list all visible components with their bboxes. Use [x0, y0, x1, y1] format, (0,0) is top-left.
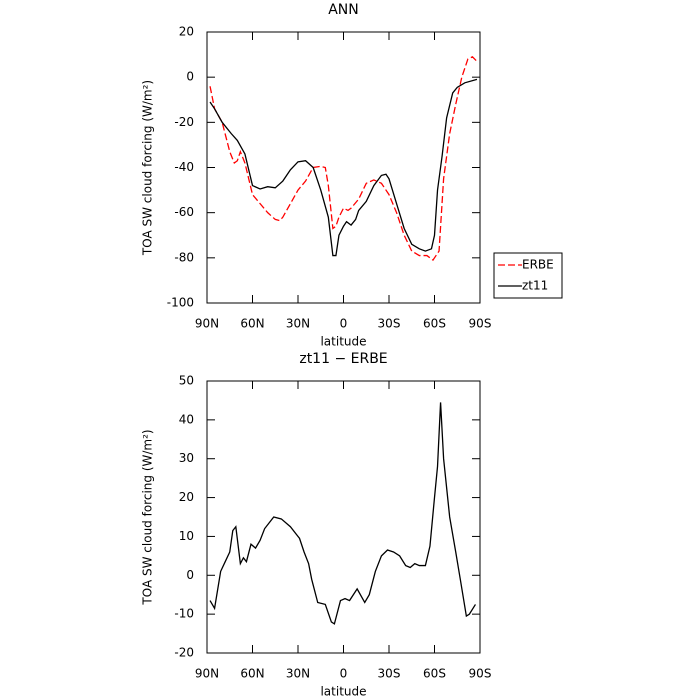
x-tick-label: 30S	[378, 667, 401, 681]
y-tick-label: 40	[179, 412, 194, 426]
x-tick-label: 90S	[469, 317, 492, 331]
y-tick-label: 0	[186, 568, 194, 582]
y-tick-label: 10	[179, 529, 194, 543]
y-tick-label: -40	[174, 160, 194, 174]
x-tick-label: 30S	[378, 317, 401, 331]
x-axis-label: latitude	[320, 335, 366, 349]
y-tick-label: 50	[179, 374, 194, 388]
x-axis-label: latitude	[320, 685, 366, 699]
x-tick-label: 30N	[286, 317, 310, 331]
x-tick-label: 60S	[423, 317, 446, 331]
x-tick-label: 90S	[469, 667, 492, 681]
y-tick-label: 20	[179, 25, 194, 39]
legend-label: zt11	[522, 279, 548, 293]
y-tick-label: -20	[174, 115, 194, 129]
y-tick-label: -20	[174, 646, 194, 660]
x-tick-label: 60N	[240, 667, 264, 681]
chart-title: ANN	[328, 2, 359, 18]
y-tick-label: -80	[174, 250, 194, 264]
x-tick-label: 60N	[240, 317, 264, 331]
y-tick-label: -60	[174, 205, 194, 219]
series-line	[209, 78, 478, 257]
legend-box	[493, 252, 563, 299]
legend-label: ERBE	[522, 258, 554, 272]
y-axis-label: TOA SW cloud forcing (W/m²)	[141, 80, 155, 256]
y-tick-label: -100	[167, 296, 194, 310]
y-tick-label: 30	[179, 451, 194, 465]
y-tick-label: 20	[179, 490, 194, 504]
x-tick-label: 0	[340, 667, 348, 681]
x-tick-label: 0	[340, 317, 348, 331]
series-line	[209, 56, 478, 262]
x-tick-label: 90N	[195, 667, 219, 681]
y-tick-label: -10	[174, 607, 194, 621]
y-axis-label: TOA SW cloud forcing (W/m²)	[141, 429, 155, 605]
x-tick-label: 90N	[195, 317, 219, 331]
chart-title: zt11 − ERBE	[299, 351, 387, 367]
x-tick-label: 60S	[423, 667, 446, 681]
x-tick-label: 30N	[286, 667, 310, 681]
series-line	[209, 402, 477, 625]
y-tick-label: 0	[186, 70, 194, 84]
